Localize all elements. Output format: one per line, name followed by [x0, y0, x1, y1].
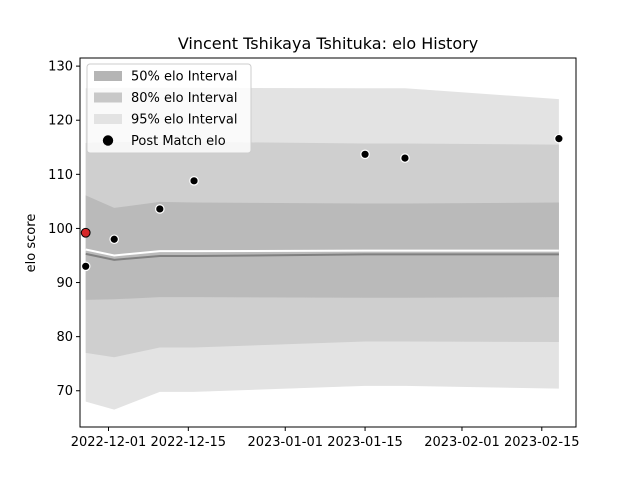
y-tick-label: 120 — [48, 114, 73, 129]
y-tick-label: 110 — [48, 168, 73, 183]
y-tick-label: 90 — [56, 276, 73, 291]
y-tick-label: 130 — [48, 60, 73, 75]
legend-box — [86, 63, 252, 154]
legend-label: 80% elo Interval — [131, 91, 238, 106]
plot-area: 70 80 90 100 110 120 130 2022-12-01 2022-12-15 20… — [48, 57, 580, 450]
legend-label: 95% elo Interval — [131, 113, 238, 128]
legend-marker — [102, 135, 114, 146]
post-match-point — [80, 261, 91, 272]
latest-elo-point — [80, 227, 91, 238]
legend-swatch — [94, 92, 122, 103]
y-tick-label: 100 — [48, 222, 73, 237]
band-50-elo-interval — [85, 195, 559, 300]
y-tick-label: 70 — [56, 384, 73, 399]
x-tick-label: 2023-02-01 — [424, 435, 500, 450]
legend-swatch — [94, 71, 122, 81]
legend-swatch — [94, 114, 122, 124]
y-tick-label: 80 — [56, 330, 73, 345]
post-match-point — [109, 234, 120, 245]
chart-title: Vincent Tshikaya Tshituka: elo History — [178, 34, 478, 53]
x-tick-label: 2022-12-15 — [151, 435, 227, 450]
mean-line — [85, 252, 559, 261]
x-tick-label: 2023-01-01 — [247, 435, 323, 450]
post-match-point — [400, 153, 410, 163]
post-match-point — [155, 204, 165, 214]
y-axis-label: elo score — [24, 214, 39, 273]
x-tick-label: 2022-12-01 — [71, 435, 147, 450]
median-line — [85, 248, 559, 257]
post-match-point — [554, 133, 564, 144]
post-match-point — [360, 149, 370, 160]
axes-frame — [79, 57, 577, 428]
x-tick-label: 2023-02-15 — [504, 435, 580, 450]
post-match-point — [189, 176, 199, 186]
legend-label: 50% elo Interval — [131, 70, 238, 85]
x-tick-label: 2023-01-15 — [327, 435, 403, 450]
legend-label: Post Match elo — [131, 134, 226, 149]
legend: 50% elo Interval 80% elo Interval 95% elo … — [86, 63, 252, 154]
